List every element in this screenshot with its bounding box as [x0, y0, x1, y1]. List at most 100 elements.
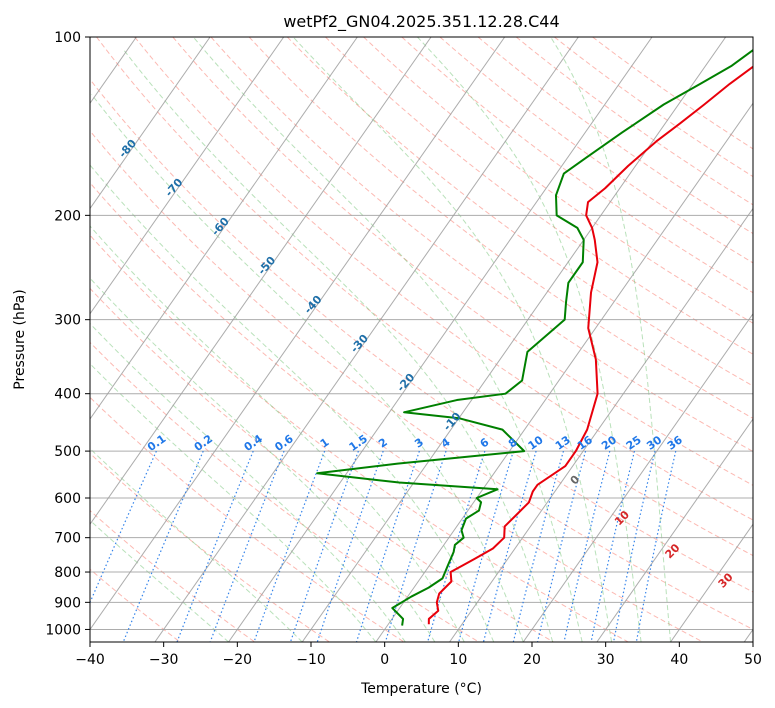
- isotherm: [90, 37, 506, 631]
- isotherm: [90, 37, 285, 315]
- isotherm-label: -100: [21, 56, 49, 85]
- x-tick-label: −40: [75, 652, 105, 668]
- isobars: [90, 37, 753, 630]
- y-tick-label: 800: [54, 565, 81, 581]
- dry-adiabat: [477, 37, 753, 235]
- x-axis-label: Temperature (°C): [360, 681, 482, 697]
- mixing-ratio-label: 6: [478, 435, 492, 450]
- moist-adiabat: [292, 37, 613, 642]
- mixing-ratio-lines: [90, 450, 677, 642]
- dry-adiabat: [210, 37, 753, 453]
- mixing-ratio-label: 4: [439, 435, 453, 450]
- mixing-ratio-line: [384, 450, 447, 642]
- dry-adiabat: [90, 234, 629, 642]
- dry-adiabat: [90, 130, 753, 630]
- profile-series: [316, 48, 753, 626]
- moist-adiabat: [417, 37, 642, 642]
- isotherm-label: -60: [209, 215, 232, 239]
- isotherm-label: -70: [163, 176, 186, 200]
- mixing-ratio-line: [612, 450, 656, 642]
- dry-adiabats: [90, 37, 753, 642]
- isotherm-label: -30: [348, 332, 371, 356]
- y-tick-label: 100: [54, 30, 81, 46]
- moist-adiabat: [192, 37, 583, 642]
- mixing-ratio-line: [355, 450, 420, 642]
- isotherm-label: -40: [302, 293, 325, 317]
- moist-adiabat: [90, 447, 303, 642]
- moist-adiabat: [90, 225, 465, 642]
- moist-adiabat: [90, 277, 436, 642]
- dry-adiabat: [592, 37, 753, 150]
- dry-adiabat: [248, 37, 753, 419]
- dry-adiabat: [90, 396, 405, 642]
- isotherm: [375, 102, 753, 642]
- isotherm: [301, 37, 727, 642]
- mixing-ratio-line: [635, 450, 677, 642]
- dry-adiabat: [554, 37, 753, 178]
- isotherm: [228, 37, 653, 642]
- mixing-ratio-line: [563, 450, 611, 642]
- isotherm: [449, 207, 753, 642]
- mixing-ratio-line: [590, 450, 636, 642]
- mixing-ratio-line: [458, 450, 514, 642]
- x-axis: −40 −30 −20 −10 0 10 20 30 40 50: [75, 642, 762, 668]
- moist-adiabat: [123, 49, 554, 642]
- y-tick-label: 200: [54, 208, 81, 224]
- y-tick-label: 700: [54, 531, 81, 547]
- dry-adiabat: [439, 37, 753, 264]
- mixing-ratio-line: [253, 450, 326, 642]
- plot-area: 0.1 0.2 0.4 0.6 1 1.5 2 3 4 6 8 10 13 16 20 25 30 36-100-…: [0, 37, 753, 642]
- mixing-ratio-label: 2: [376, 436, 390, 451]
- isotherm-label: -10: [441, 410, 464, 434]
- mixing-ratio-line: [427, 450, 486, 642]
- dry-adiabat: [90, 182, 704, 642]
- x-tick-label: −30: [149, 652, 179, 668]
- mixing-ratio-label: 25: [624, 433, 644, 452]
- dry-adiabat: [286, 37, 753, 387]
- x-tick-label: −20: [223, 652, 253, 668]
- isotherm: [596, 418, 753, 642]
- y-axis: 100 200 300 400 500 600 700 800 900 1000: [45, 30, 90, 638]
- dry-adiabat: [96, 37, 753, 557]
- x-tick-label: 20: [523, 652, 541, 668]
- wetbulb-label: 0: [568, 473, 583, 488]
- moist-adiabat: [550, 37, 672, 642]
- x-tick-label: 50: [744, 652, 762, 668]
- moist-adiabat: [90, 322, 406, 642]
- mixing-ratio-label: 13: [553, 433, 573, 452]
- y-tick-label: 1000: [45, 622, 81, 638]
- moist-adiabat: [91, 94, 524, 642]
- dry-adiabat: [325, 37, 753, 355]
- isotherm: [154, 37, 579, 642]
- y-tick-label: 300: [54, 313, 81, 329]
- dewpoint-line: [316, 48, 753, 626]
- isotherm: [522, 312, 753, 642]
- x-tick-label: 0: [380, 652, 389, 668]
- mixing-ratio-label: 8: [506, 436, 520, 451]
- isotherm: [90, 37, 211, 210]
- x-tick-label: 30: [597, 652, 615, 668]
- mixing-ratio-line: [90, 450, 157, 604]
- isotherm: [743, 628, 753, 642]
- x-tick-label: 10: [449, 652, 467, 668]
- mixing-ratio-line: [122, 450, 204, 642]
- y-tick-label: 400: [54, 387, 81, 403]
- isotherm-label: -20: [394, 371, 417, 395]
- isotherm: [0, 37, 63, 642]
- plot-frame: [89, 36, 754, 643]
- mixing-ratio-label: 16: [575, 433, 595, 453]
- dry-adiabat: [90, 78, 753, 593]
- isotherm-label: -80: [116, 137, 139, 161]
- isotherm: [90, 37, 358, 420]
- mixing-ratio-line: [536, 450, 587, 642]
- mixing-ratio-label: 10: [526, 433, 546, 453]
- mixing-ratio-line: [316, 450, 384, 642]
- chart-title: wetPf2_GN04.2025.351.12.28.C44: [283, 12, 559, 32]
- dry-adiabat: [90, 287, 554, 642]
- x-tick-label: −10: [296, 652, 326, 668]
- x-tick-label: 40: [670, 652, 688, 668]
- y-tick-label: 500: [54, 444, 81, 460]
- y-axis-label: Pressure (hPa): [12, 289, 28, 389]
- isotherms: [0, 37, 753, 642]
